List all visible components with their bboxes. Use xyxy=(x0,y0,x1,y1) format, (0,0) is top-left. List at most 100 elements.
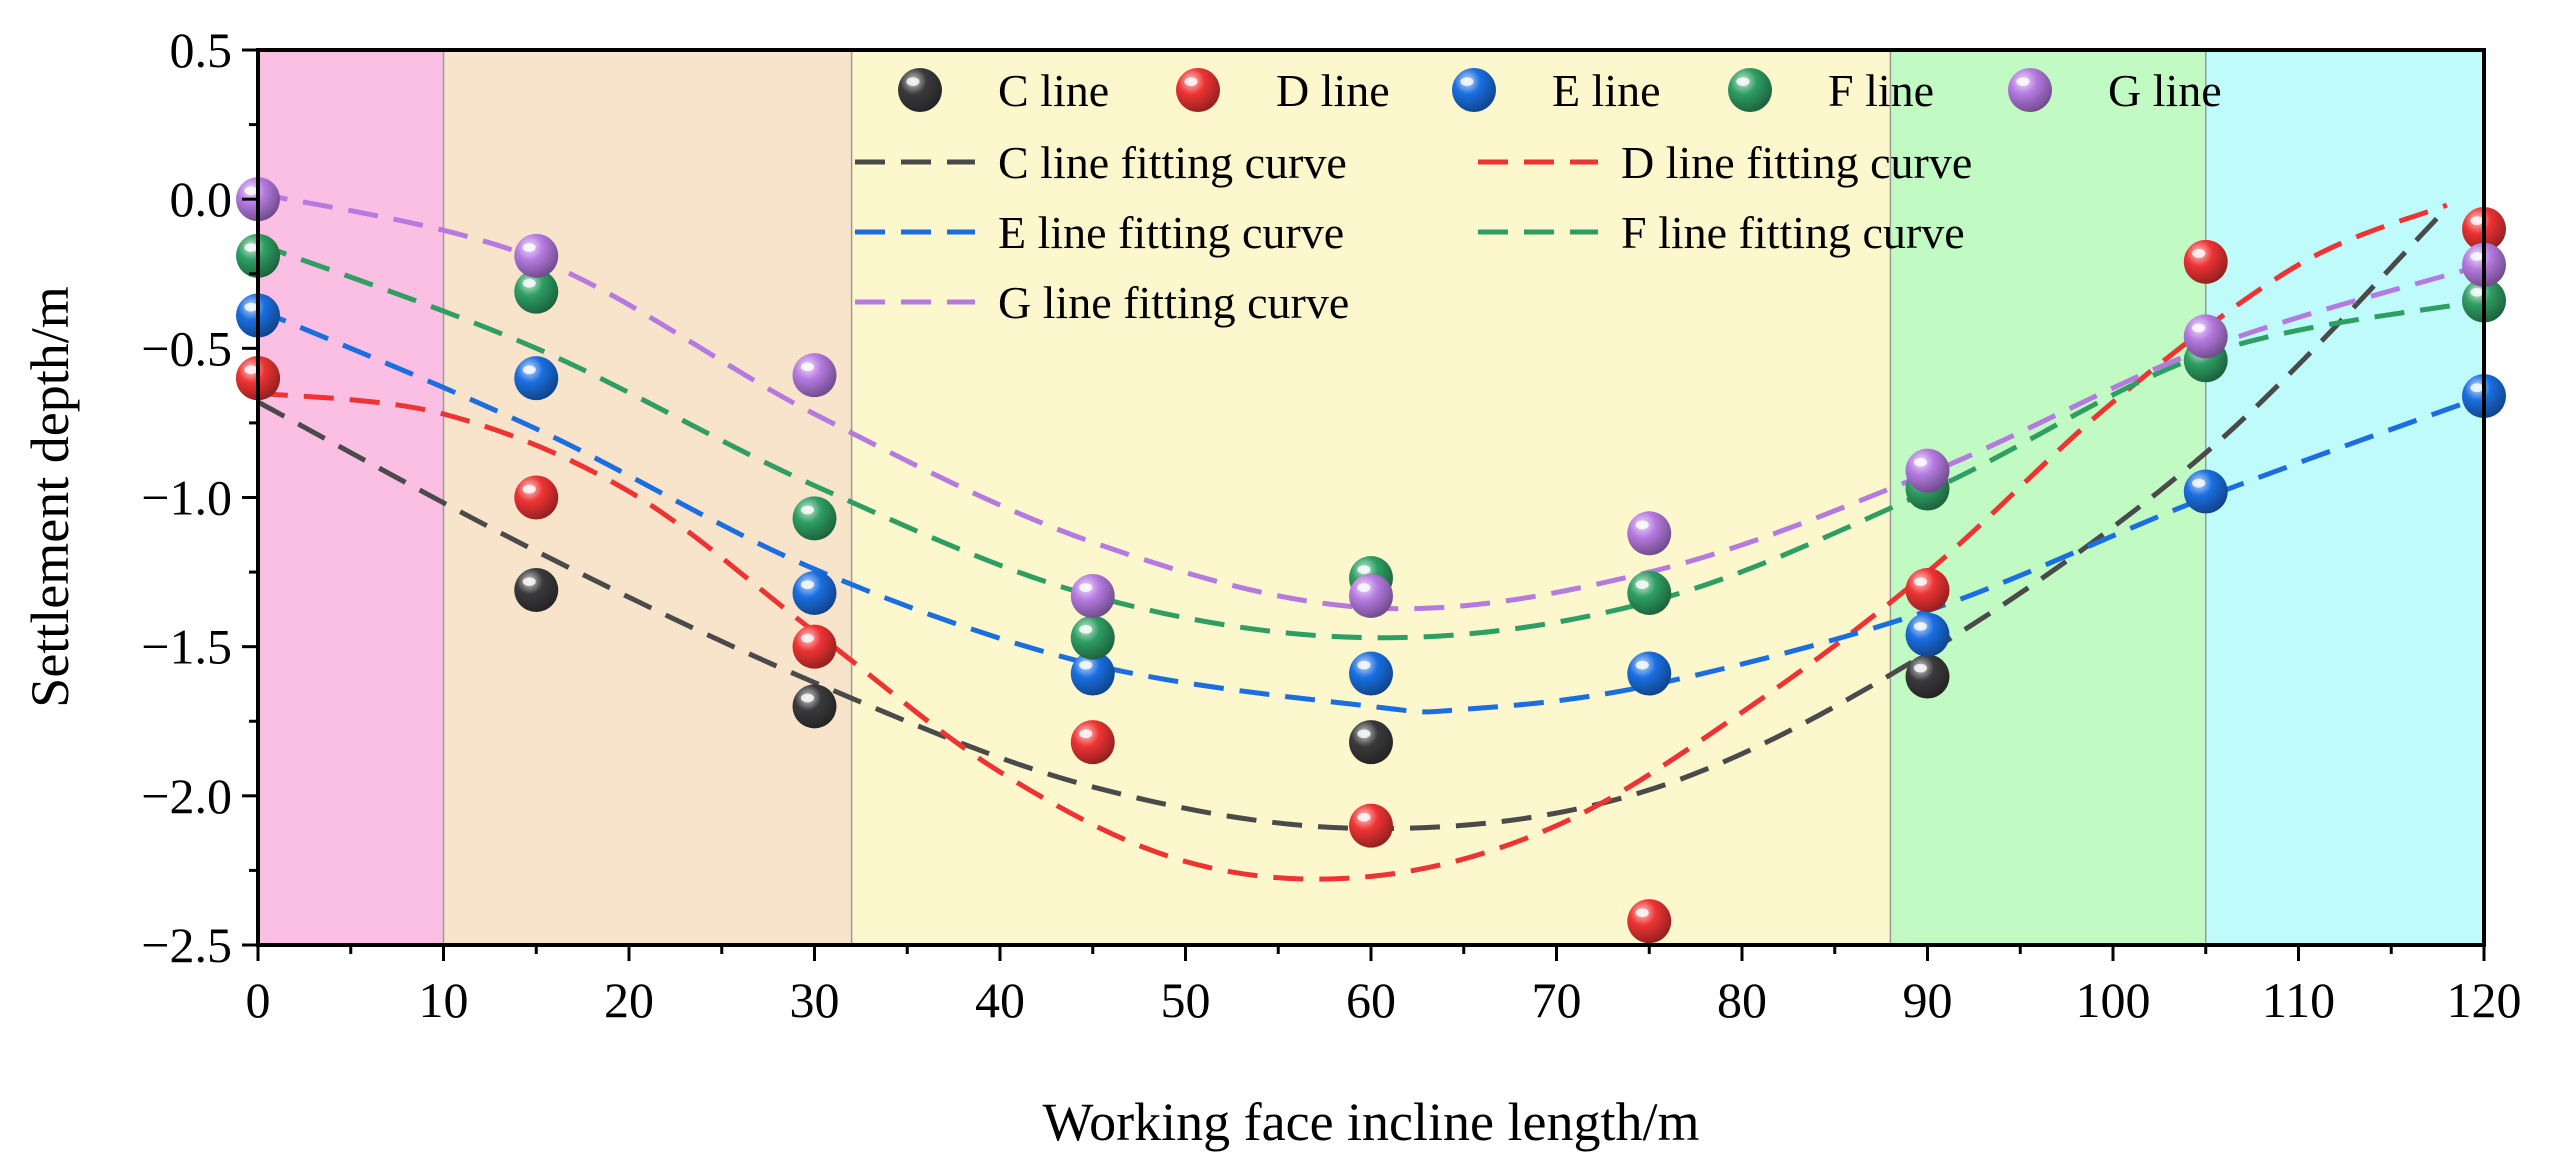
point-e-line-105 xyxy=(2183,469,2228,514)
legend-marker-d-line xyxy=(1176,68,1220,112)
x-tick-label: 80 xyxy=(1717,972,1767,1028)
point-e-line-90-body xyxy=(1905,612,1950,657)
x-tick-label: 40 xyxy=(975,972,1025,1028)
point-e-line-45 xyxy=(1070,651,1115,696)
point-g-line-120-highlight xyxy=(2470,252,2484,261)
data-points xyxy=(236,177,2506,944)
y-tick-label: −2.5 xyxy=(141,917,232,973)
point-d-line-45 xyxy=(1070,720,1115,765)
x-tick-label: 70 xyxy=(1532,972,1582,1028)
point-e-line-105-body xyxy=(2183,469,2228,514)
legend-marker-c-line-body xyxy=(898,68,942,112)
background-bands xyxy=(258,50,2484,945)
point-f-line-45-highlight xyxy=(1079,624,1093,634)
point-f-line-45-body xyxy=(1070,615,1115,660)
point-f-line-0-highlight xyxy=(244,243,258,252)
point-g-line-30 xyxy=(792,353,837,398)
point-g-line-30-body xyxy=(792,353,837,398)
point-f-line-75-highlight xyxy=(1635,580,1649,590)
point-e-line-0-highlight xyxy=(244,302,258,312)
point-d-line-60-highlight xyxy=(1357,812,1371,822)
point-g-line-105-highlight xyxy=(2192,323,2206,333)
y-tick-label: 0.5 xyxy=(170,22,233,78)
x-tick-label: 50 xyxy=(1161,972,1211,1028)
y-tick-label: −1.0 xyxy=(141,470,232,526)
fit-curve-f-line-fitting-curve xyxy=(258,241,2484,641)
point-d-line-60-body xyxy=(1349,803,1393,848)
x-tick-label: 110 xyxy=(2262,972,2335,1028)
x-tick-label: 0 xyxy=(246,972,271,1028)
legend-marker-d-line-highlight xyxy=(1184,77,1198,87)
point-e-line-60-highlight xyxy=(1357,660,1371,670)
point-f-line-120-highlight xyxy=(2470,287,2484,297)
legend-label-g-line: G line xyxy=(2108,65,2222,116)
legend-marker-e-line-body xyxy=(1452,68,1496,112)
fit-curve-d-line-fitting-curve xyxy=(258,202,2448,882)
point-e-line-60 xyxy=(1349,651,1393,696)
point-f-line-30-body xyxy=(792,496,837,541)
point-g-line-75-highlight xyxy=(1635,520,1649,530)
point-d-line-0-highlight xyxy=(244,365,258,375)
legend-label-f-line-fitting-curve: F line fitting curve xyxy=(1621,207,1965,258)
legend-marker-c-line-highlight xyxy=(906,77,920,87)
point-g-line-105 xyxy=(2183,314,2228,359)
point-e-line-105-highlight xyxy=(2192,478,2206,488)
legend-label-c-line-fitting-curve: C line fitting curve xyxy=(998,137,1347,188)
legend: C line D line E line F line G line C line fit… xyxy=(855,65,2222,328)
point-e-line-30-body xyxy=(792,570,837,615)
point-d-line-75-body xyxy=(1627,899,1672,944)
point-c-line-15-highlight xyxy=(522,577,536,587)
y-axis-label: Settlement depth/m xyxy=(20,286,80,707)
point-c-line-60 xyxy=(1349,720,1393,765)
x-axis-label: Working face incline length/m xyxy=(1043,1092,1700,1152)
point-e-line-75-body xyxy=(1627,651,1672,696)
x-tick-label: 30 xyxy=(790,972,840,1028)
x-tick-label: 120 xyxy=(2447,972,2522,1028)
point-d-line-45-highlight xyxy=(1079,729,1093,739)
point-e-line-15-highlight xyxy=(522,365,536,375)
point-d-line-15-highlight xyxy=(522,484,536,494)
point-f-line-15 xyxy=(514,269,559,314)
y-tick-label: −0.5 xyxy=(141,320,232,376)
point-g-line-60-body xyxy=(1349,573,1393,618)
point-e-line-90-highlight xyxy=(1913,621,1928,631)
x-tick-label: 10 xyxy=(419,972,469,1028)
point-f-line-15-highlight xyxy=(522,278,536,288)
point-g-line-30-highlight xyxy=(800,362,815,372)
point-d-line-105-body xyxy=(2183,239,2228,284)
point-g-line-45-highlight xyxy=(1079,583,1093,592)
point-f-line-45 xyxy=(1070,615,1115,660)
point-g-line-90 xyxy=(1905,448,1950,493)
point-g-line-0-highlight xyxy=(244,186,258,196)
point-e-line-30-highlight xyxy=(800,580,815,590)
legend-marker-d-line-body xyxy=(1176,68,1220,112)
legend-marker-g-line xyxy=(2008,68,2052,112)
point-g-line-75 xyxy=(1627,511,1672,556)
point-f-line-75-body xyxy=(1627,570,1672,615)
y-tick-label: 0.0 xyxy=(170,171,233,227)
point-d-line-30-highlight xyxy=(800,633,815,643)
point-f-line-30 xyxy=(792,496,837,541)
point-g-line-60-highlight xyxy=(1357,583,1371,592)
point-c-line-30-body xyxy=(792,684,837,729)
background-band-5 xyxy=(2205,50,2484,945)
point-c-line-15-body xyxy=(514,567,559,612)
x-tick-label: 20 xyxy=(604,972,654,1028)
legend-marker-e-line xyxy=(1452,68,1496,112)
point-e-line-15-body xyxy=(514,356,559,401)
point-c-line-90 xyxy=(1905,654,1950,699)
point-c-line-90-body xyxy=(1905,654,1950,699)
point-c-line-30-highlight xyxy=(800,693,815,703)
point-f-line-75 xyxy=(1627,570,1672,615)
x-tick-label: 100 xyxy=(2076,972,2151,1028)
point-d-line-30-body xyxy=(792,624,837,669)
point-d-line-120-highlight xyxy=(2470,216,2484,226)
point-e-line-90 xyxy=(1905,612,1950,657)
point-d-line-45-body xyxy=(1070,720,1115,765)
point-d-line-105-highlight xyxy=(2192,249,2206,258)
point-c-line-60-highlight xyxy=(1357,729,1371,739)
background-band-3 xyxy=(851,50,1891,945)
point-g-line-45 xyxy=(1070,573,1115,618)
point-e-line-15 xyxy=(514,356,559,401)
